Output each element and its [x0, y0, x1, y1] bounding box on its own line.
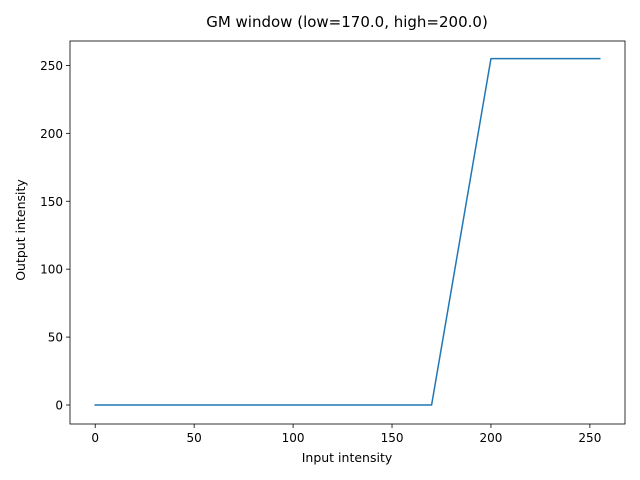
y-tick-label-250: 250: [40, 59, 63, 73]
y-tick-label-0: 0: [55, 398, 63, 412]
y-tick-label-200: 200: [40, 127, 63, 141]
y-tick-label-100: 100: [40, 263, 63, 277]
series-line-0: [94, 57, 601, 406]
x-tick-label-50: 50: [187, 431, 202, 445]
y-tick-label-50: 50: [48, 331, 63, 345]
x-tick-label-200: 200: [479, 431, 502, 445]
x-tick-label-150: 150: [381, 431, 404, 445]
x-axis-label: Input intensity: [302, 450, 393, 465]
y-tick-label-150: 150: [40, 195, 63, 209]
x-tick-label-250: 250: [578, 431, 601, 445]
plot-area: 0 50 100 150 200 250 0 50 100 150 200 250: [40, 40, 626, 445]
chart-title: GM window (low=170.0, high=200.0): [206, 13, 488, 31]
axes-frame: [69, 40, 626, 425]
y-axis-label: Output intensity: [13, 179, 28, 281]
x-tick-label-100: 100: [282, 431, 305, 445]
x-tick-label-0: 0: [91, 431, 99, 445]
